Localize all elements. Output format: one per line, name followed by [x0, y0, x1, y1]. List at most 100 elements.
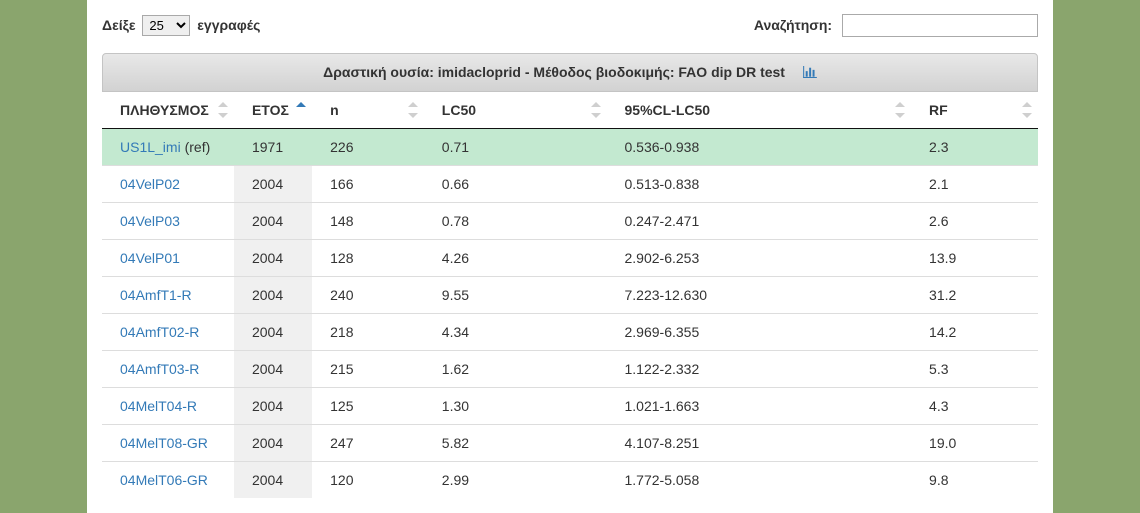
cell-year: 2004: [234, 425, 312, 462]
population-link[interactable]: 04AmfT02-R: [120, 324, 199, 340]
table-row: US1L_imi (ref)19712260.710.536-0.9382.3: [102, 129, 1038, 166]
cell-n: 125: [312, 388, 424, 425]
ref-suffix: (ref): [181, 139, 211, 155]
sort-icon: [1022, 102, 1032, 118]
cell-rf: 5.3: [911, 351, 1038, 388]
col-lc50[interactable]: LC50: [424, 92, 607, 129]
cell-lc50: 0.66: [424, 166, 607, 203]
table-controls: Δείξε 102550100 εγγραφές Αναζήτηση:: [102, 0, 1038, 53]
cell-lc50: 1.30: [424, 388, 607, 425]
cell-cl: 7.223-12.630: [607, 277, 912, 314]
table-row: 04MelT06-GR20041202.991.772-5.0589.8: [102, 462, 1038, 499]
cell-n: 247: [312, 425, 424, 462]
cell-year: 1971: [234, 129, 312, 166]
population-link[interactable]: 04MelT08-GR: [120, 435, 208, 451]
cell-n: 148: [312, 203, 424, 240]
table-body: US1L_imi (ref)19712260.710.536-0.9382.30…: [102, 129, 1038, 499]
cell-lc50: 0.71: [424, 129, 607, 166]
length-control: Δείξε 102550100 εγγραφές: [102, 15, 260, 36]
population-link[interactable]: 04MelT04-R: [120, 398, 197, 414]
population-link[interactable]: 04VelP01: [120, 250, 180, 266]
table-head: ΠΛΗΘΥΣΜΟΣ ΕΤΟΣ n LC50: [102, 92, 1038, 129]
cell-lc50: 1.62: [424, 351, 607, 388]
cell-lc50: 4.34: [424, 314, 607, 351]
cell-rf: 2.3: [911, 129, 1038, 166]
cell-lc50: 4.26: [424, 240, 607, 277]
search-control: Αναζήτηση:: [754, 14, 1038, 37]
length-label-before: Δείξε: [102, 17, 135, 33]
cell-population: 04MelT08-GR: [102, 425, 234, 462]
sort-icon: [591, 102, 601, 118]
cell-year: 2004: [234, 240, 312, 277]
cell-rf: 2.1: [911, 166, 1038, 203]
population-link[interactable]: US1L_imi: [120, 139, 181, 155]
population-link[interactable]: 04MelT06-GR: [120, 472, 208, 488]
col-lc50-label: LC50: [442, 102, 476, 118]
col-rf-label: RF: [929, 102, 948, 118]
population-link[interactable]: 04VelP03: [120, 213, 180, 229]
population-link[interactable]: 04AmfT03-R: [120, 361, 199, 377]
col-n[interactable]: n: [312, 92, 424, 129]
sort-icon: [218, 102, 228, 118]
cell-lc50: 2.99: [424, 462, 607, 499]
table-row: 04AmfT1-R20042409.557.223-12.63031.2: [102, 277, 1038, 314]
table-row: 04AmfT03-R20042151.621.122-2.3325.3: [102, 351, 1038, 388]
population-link[interactable]: 04VelP02: [120, 176, 180, 192]
cell-lc50: 9.55: [424, 277, 607, 314]
cell-population: 04VelP01: [102, 240, 234, 277]
cell-cl: 0.513-0.838: [607, 166, 912, 203]
table-row: 04VelP0220041660.660.513-0.8382.1: [102, 166, 1038, 203]
population-link[interactable]: 04AmfT1-R: [120, 287, 192, 303]
cell-rf: 13.9: [911, 240, 1038, 277]
cell-year: 2004: [234, 462, 312, 499]
search-label: Αναζήτηση:: [754, 17, 1038, 33]
cell-n: 215: [312, 351, 424, 388]
cell-year: 2004: [234, 166, 312, 203]
cell-population: 04VelP03: [102, 203, 234, 240]
col-population[interactable]: ΠΛΗΘΥΣΜΟΣ: [102, 92, 234, 129]
cell-rf: 31.2: [911, 277, 1038, 314]
cell-cl: 4.107-8.251: [607, 425, 912, 462]
cell-cl: 2.969-6.355: [607, 314, 912, 351]
cell-population: 04AmfT03-R: [102, 351, 234, 388]
cell-cl: 1.772-5.058: [607, 462, 912, 499]
table-row: 04MelT08-GR 20042475.824.107-8.25119.0: [102, 425, 1038, 462]
search-input[interactable]: [842, 14, 1038, 37]
cell-cl: 0.247-2.471: [607, 203, 912, 240]
cell-n: 128: [312, 240, 424, 277]
page-length-select[interactable]: 102550100: [142, 15, 190, 36]
length-label-after: εγγραφές: [197, 17, 260, 33]
sort-asc-icon: [296, 102, 306, 118]
cell-n: 226: [312, 129, 424, 166]
col-year[interactable]: ΕΤΟΣ: [234, 92, 312, 129]
table-row: 04VelP0320041480.780.247-2.4712.6: [102, 203, 1038, 240]
cell-rf: 4.3: [911, 388, 1038, 425]
cell-lc50: 5.82: [424, 425, 607, 462]
chart-link[interactable]: [803, 65, 817, 81]
page-wrap: Δείξε 102550100 εγγραφές Αναζήτηση: Δρασ…: [0, 0, 1140, 513]
cell-population: 04MelT04-R: [102, 388, 234, 425]
col-cl-label: 95%CL-LC50: [625, 102, 711, 118]
cell-year: 2004: [234, 314, 312, 351]
cell-year: 2004: [234, 277, 312, 314]
cell-population: US1L_imi (ref): [102, 129, 234, 166]
cell-population: 04AmfT02-R: [102, 314, 234, 351]
length-label: Δείξε 102550100 εγγραφές: [102, 17, 260, 33]
cell-rf: 14.2: [911, 314, 1038, 351]
cell-population: 04MelT06-GR: [102, 462, 234, 499]
cell-cl: 1.021-1.663: [607, 388, 912, 425]
sort-icon: [408, 102, 418, 118]
cell-rf: 9.8: [911, 462, 1038, 499]
data-panel: Δείξε 102550100 εγγραφές Αναζήτηση: Δρασ…: [87, 0, 1053, 513]
col-cl[interactable]: 95%CL-LC50: [607, 92, 912, 129]
cell-population: 04VelP02: [102, 166, 234, 203]
cell-n: 218: [312, 314, 424, 351]
col-year-label: ΕΤΟΣ: [252, 102, 289, 118]
col-rf[interactable]: RF: [911, 92, 1038, 129]
col-population-label: ΠΛΗΘΥΣΜΟΣ: [120, 102, 209, 118]
sort-icon: [895, 102, 905, 118]
cell-year: 2004: [234, 351, 312, 388]
cell-rf: 19.0: [911, 425, 1038, 462]
cell-year: 2004: [234, 388, 312, 425]
search-label-text: Αναζήτηση:: [754, 17, 832, 33]
